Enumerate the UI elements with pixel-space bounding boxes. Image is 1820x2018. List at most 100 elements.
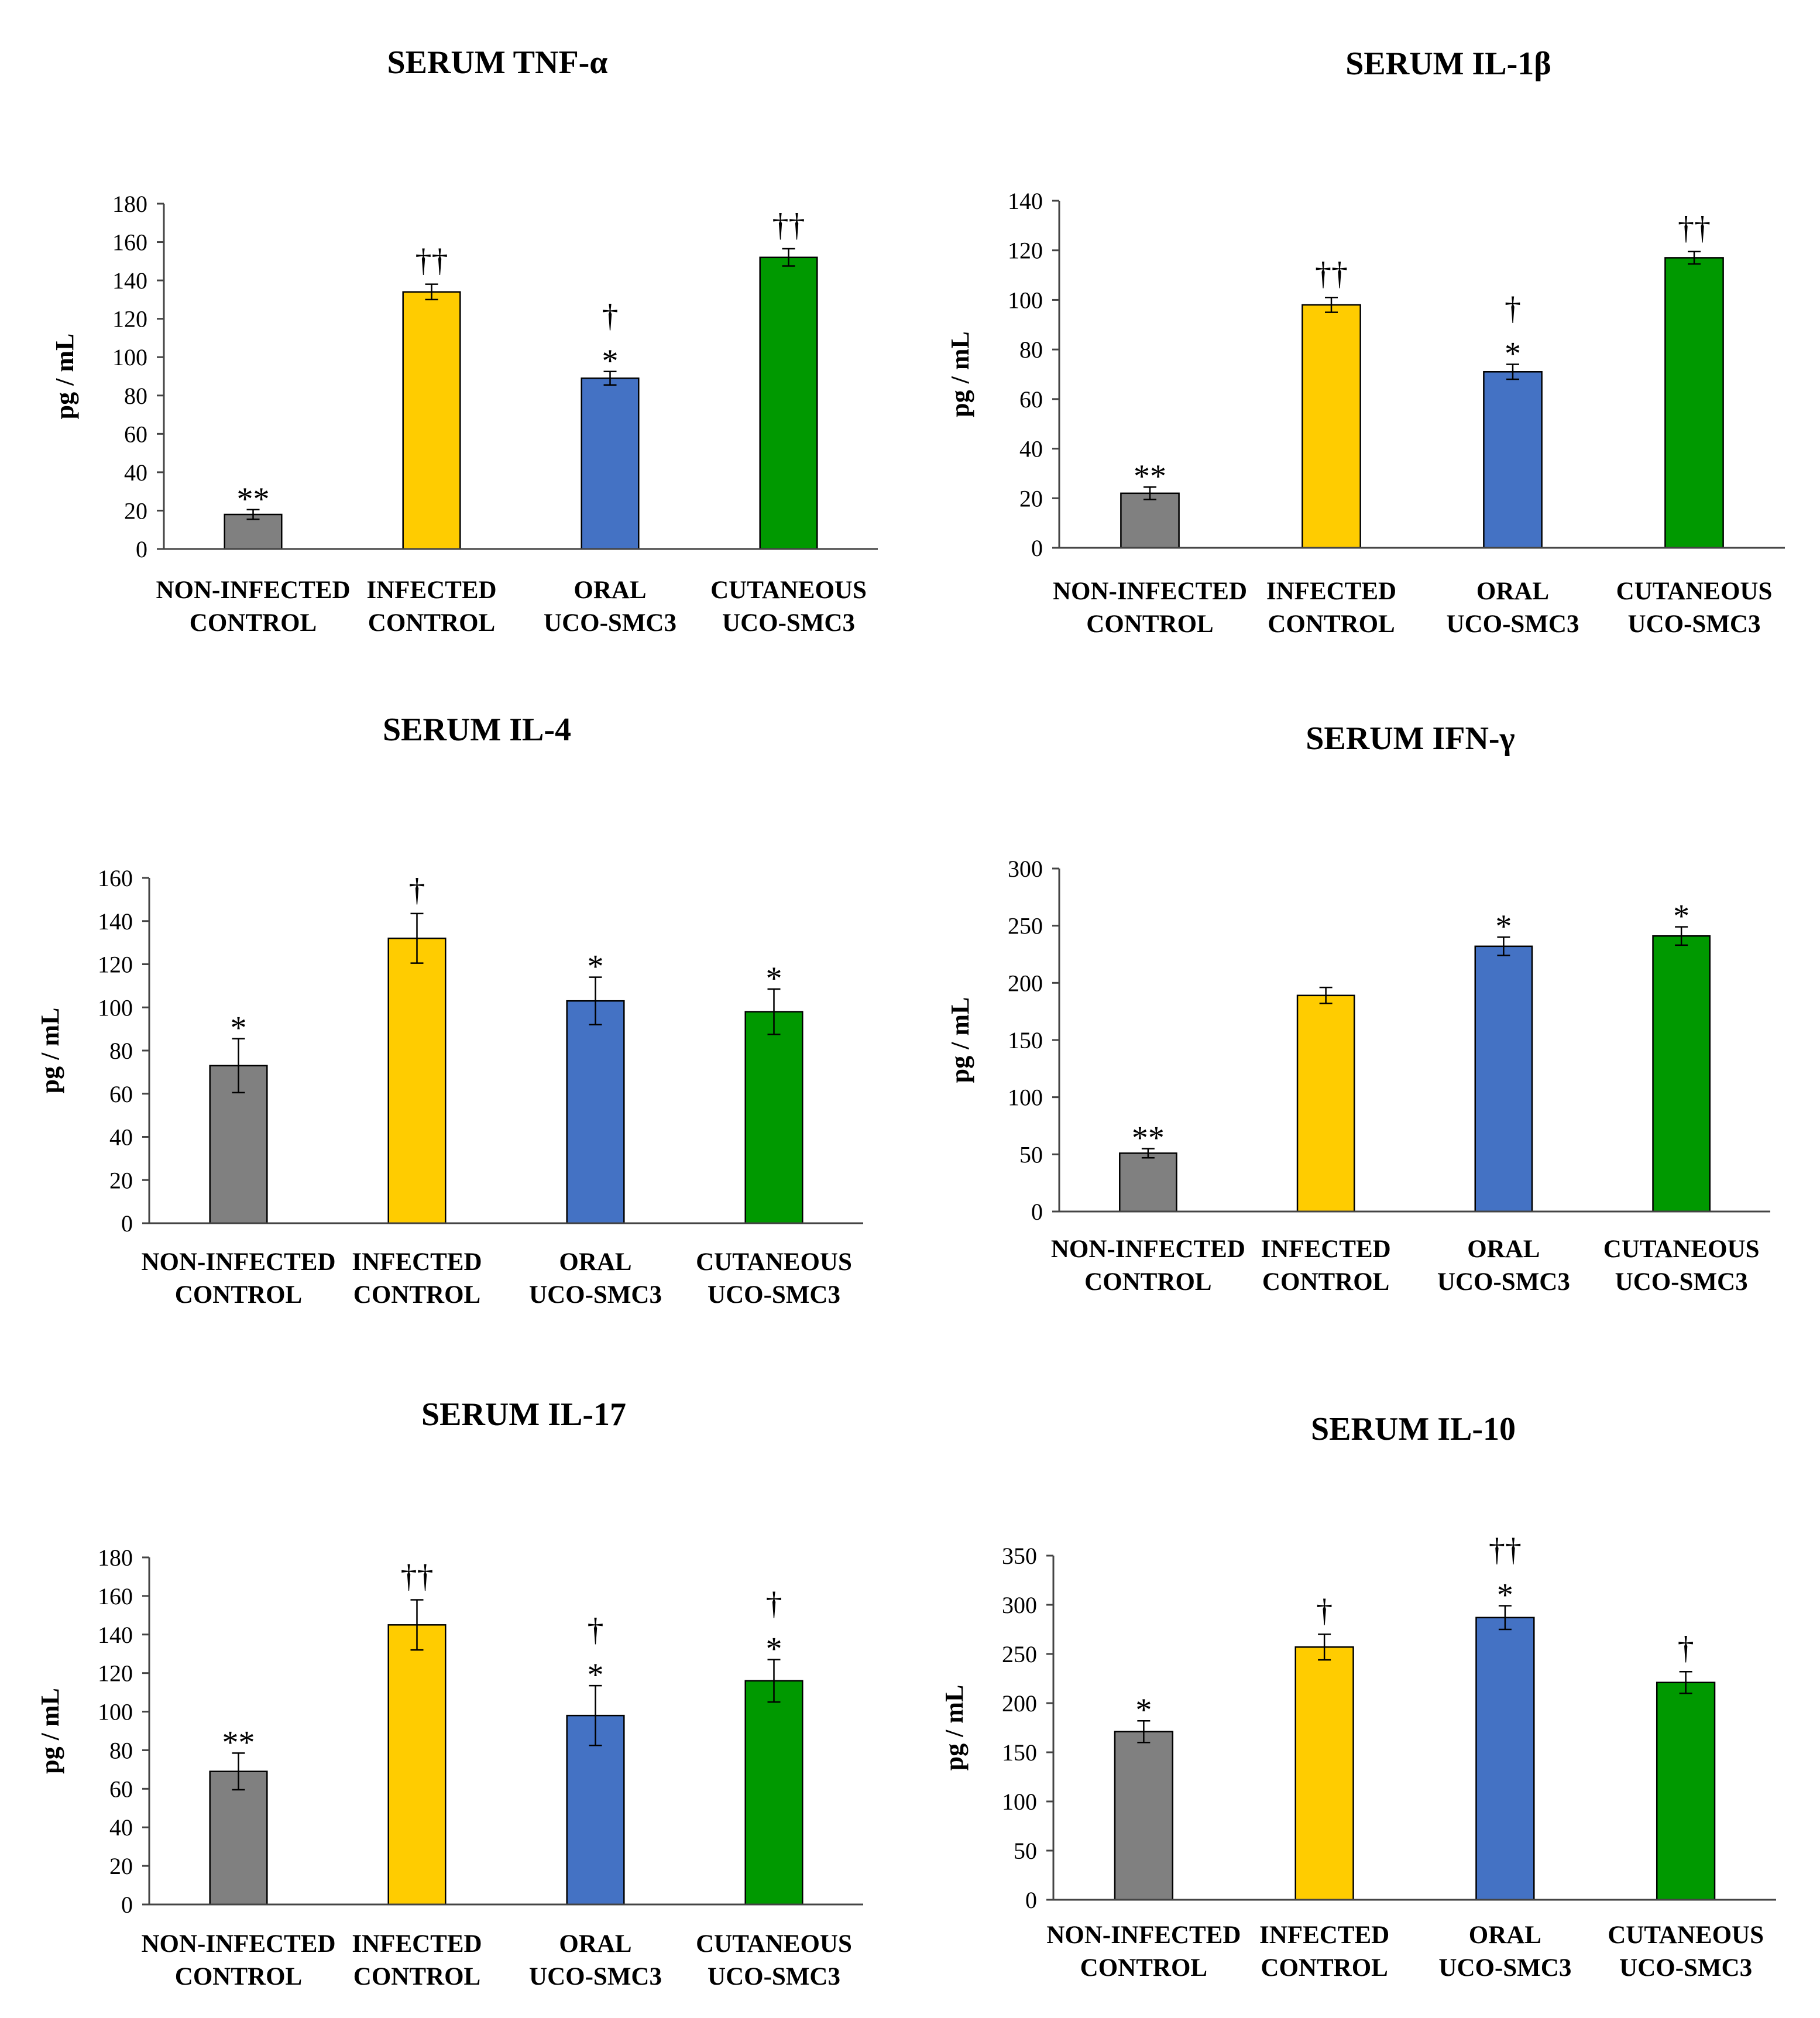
bar-oral-uco-smc3	[581, 377, 640, 550]
significance-asterisk: *	[1497, 1577, 1513, 1614]
y-tick-label: 0	[136, 536, 147, 562]
bar-non-infected-control	[1114, 1731, 1174, 1901]
y-tick-label: 0	[1031, 535, 1043, 561]
y-tick-label: 150	[1008, 1027, 1043, 1053]
category-label-non-infected-control: NON-INFECTED	[156, 576, 350, 604]
y-tick-label: 200	[1002, 1690, 1037, 1717]
y-tick-label: 50	[1014, 1838, 1037, 1864]
y-tick-label: 250	[1002, 1641, 1037, 1667]
significance-dagger: †	[409, 872, 425, 908]
category-label-oral-uco-smc3: ORAL	[1467, 1235, 1540, 1263]
chart-panel-2: SERUM IL-1β 0 20 40 60 80 100 120 140 pg / mL ** NO…	[946, 46, 1785, 638]
chart-panel-6: SERUM IL-10 0 50 100 150 200 250 300 350 pg / mL *…	[940, 1411, 1776, 1982]
y-tick-label: 160	[98, 865, 133, 891]
chart-title: SERUM IFN-γ	[1306, 720, 1515, 757]
category-label-cutaneous-uco-smc3: UCO-SMC3	[1615, 1268, 1748, 1296]
y-tick-label: 40	[124, 459, 147, 486]
significance-asterisk: *	[1505, 336, 1521, 372]
significance-asterisk: *	[588, 1657, 604, 1693]
category-label-cutaneous-uco-smc3: CUTANEOUS	[696, 1248, 852, 1276]
y-tick-label: 0	[1031, 1199, 1043, 1225]
category-label-oral-uco-smc3: ORAL	[1469, 1921, 1541, 1949]
category-label-oral-uco-smc3: UCO-SMC3	[1437, 1268, 1570, 1296]
category-label-non-infected-control: NON-INFECTED	[141, 1248, 335, 1276]
category-label-oral-uco-smc3: ORAL	[559, 1248, 631, 1276]
category-label-cutaneous-uco-smc3: CUTANEOUS	[1603, 1235, 1760, 1263]
category-label-oral-uco-smc3: ORAL	[1476, 578, 1549, 605]
category-label-infected-control: CONTROL	[353, 1963, 480, 1990]
bar-oral-uco-smc3	[1475, 1617, 1535, 1901]
y-tick-label: 250	[1008, 913, 1043, 939]
bar-cutaneous-uco-smc3	[1656, 1681, 1716, 1901]
y-tick-label: 100	[1008, 287, 1043, 313]
category-label-non-infected-control: NON-INFECTED	[1053, 578, 1247, 605]
y-axis-label: pg / mL	[946, 331, 974, 417]
category-label-non-infected-control: CONTROL	[190, 609, 317, 637]
significance-asterisk: *	[766, 960, 782, 997]
category-label-cutaneous-uco-smc3: UCO-SMC3	[722, 609, 855, 637]
category-label-non-infected-control: CONTROL	[175, 1281, 302, 1309]
y-tick-label: 120	[98, 1660, 133, 1687]
y-tick-label: 140	[112, 267, 147, 294]
y-axis-label: pg / mL	[50, 334, 79, 420]
y-tick-label: 0	[121, 1210, 133, 1237]
chart-title: SERUM IL-17	[421, 1396, 626, 1433]
y-tick-label: 40	[109, 1124, 133, 1151]
significance-dagger: †	[1505, 291, 1521, 327]
y-tick-label: 20	[1019, 485, 1043, 512]
y-tick-label: 180	[112, 191, 147, 217]
y-axis-label: pg / mL	[940, 1685, 969, 1771]
y-tick-label: 60	[124, 421, 147, 447]
bar-non-infected-control	[1120, 492, 1180, 549]
bar-infected-control	[387, 938, 447, 1224]
y-tick-label: 60	[109, 1776, 133, 1802]
y-tick-label: 100	[98, 1699, 133, 1725]
significance-asterisk: *	[602, 343, 619, 379]
bar-non-infected-control	[209, 1770, 268, 1906]
y-tick-label: 20	[109, 1853, 133, 1879]
y-tick-label: 100	[98, 994, 133, 1021]
significance-dagger: †	[602, 298, 619, 334]
category-label-oral-uco-smc3: UCO-SMC3	[529, 1963, 662, 1990]
significance-asterisk: **	[237, 481, 270, 517]
category-label-cutaneous-uco-smc3: CUTANEOUS	[1608, 1921, 1764, 1949]
significance-asterisk: **	[222, 1724, 255, 1760]
category-label-oral-uco-smc3: ORAL	[574, 576, 646, 604]
bar-infected-control	[402, 291, 461, 550]
significance-dagger: †	[1678, 1630, 1694, 1666]
bar-infected-control	[1294, 1646, 1354, 1901]
category-label-oral-uco-smc3: UCO-SMC3	[1447, 610, 1579, 638]
category-label-oral-uco-smc3: UCO-SMC3	[1438, 1954, 1571, 1982]
y-tick-label: 120	[112, 306, 147, 332]
significance-dagger: †	[588, 1612, 604, 1648]
y-tick-label: 80	[124, 383, 147, 409]
y-tick-label: 100	[1002, 1789, 1037, 1815]
y-tick-label: 120	[1008, 238, 1043, 264]
category-label-oral-uco-smc3: UCO-SMC3	[529, 1281, 662, 1309]
y-tick-label: 100	[1008, 1084, 1043, 1111]
category-label-infected-control: CONTROL	[353, 1281, 480, 1309]
category-label-infected-control: INFECTED	[1261, 1235, 1391, 1263]
y-tick-label: 140	[98, 1622, 133, 1648]
bar-non-infected-control	[224, 513, 283, 550]
significance-dagger: ††	[1489, 1532, 1522, 1569]
category-label-infected-control: INFECTED	[366, 576, 496, 604]
y-tick-label: 150	[1002, 1739, 1037, 1766]
bar-infected-control	[1302, 304, 1361, 549]
significance-dagger: ††	[772, 207, 805, 243]
y-tick-label: 160	[98, 1583, 133, 1609]
y-tick-label: 300	[1002, 1592, 1037, 1618]
bar-cutaneous-uco-smc3	[744, 1011, 803, 1224]
category-label-oral-uco-smc3: UCO-SMC3	[544, 609, 677, 637]
y-tick-label: 160	[112, 229, 147, 256]
category-label-non-infected-control: NON-INFECTED	[1051, 1235, 1245, 1263]
y-tick-label: 140	[98, 908, 133, 935]
bar-oral-uco-smc3	[566, 1000, 625, 1224]
chart-title: SERUM TNF-α	[387, 44, 607, 81]
significance-asterisk: *	[231, 1010, 247, 1046]
category-label-cutaneous-uco-smc3: CUTANEOUS	[696, 1930, 852, 1958]
significance-dagger: ††	[415, 243, 448, 279]
chart-panel-1: SERUM TNF-α 0 20 40 60 80 100 120 140 160 180 pg / …	[50, 44, 878, 637]
